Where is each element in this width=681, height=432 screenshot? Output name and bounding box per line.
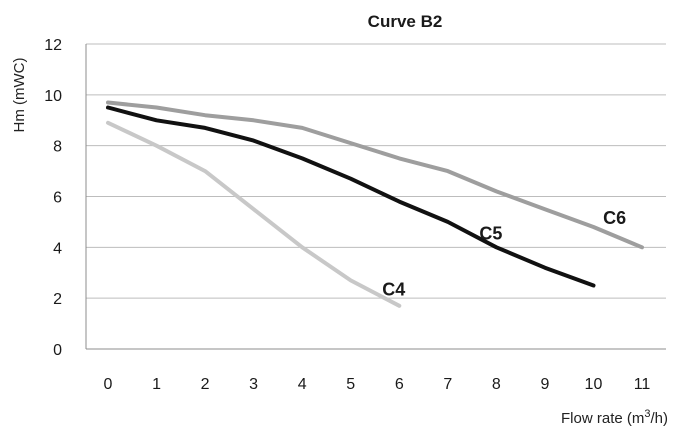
x-tick-label: 8 [492, 376, 501, 393]
x-axis-label-main: Flow rate (m [561, 410, 644, 427]
x-tick-label: 10 [585, 376, 603, 393]
y-tick-label: 2 [53, 291, 62, 308]
x-tick-label: 9 [540, 376, 549, 393]
y-tick-label: 12 [44, 37, 62, 54]
series-line-c6 [106, 100, 644, 250]
chart-title: Curve B2 [368, 12, 443, 31]
series-label-c4: C4 [382, 279, 405, 299]
x-tick-label: 4 [298, 376, 307, 393]
x-tick-label: 0 [104, 376, 113, 393]
x-tick-label: 11 [634, 376, 651, 393]
y-axis-label: Hm (mWC) [11, 58, 28, 133]
y-tick-label: 4 [53, 240, 62, 257]
y-tick-labels: 0 2 4 6 8 10 12 [44, 37, 62, 359]
series-lines [106, 100, 644, 308]
y-tick-label: 10 [44, 88, 62, 105]
x-axis-label-superscript: 3 [644, 408, 650, 420]
x-tick-label: 7 [443, 376, 452, 393]
y-tick-label: 8 [53, 139, 62, 156]
gridlines [86, 43, 666, 299]
x-tick-label: 3 [249, 376, 258, 393]
y-tick-label: 0 [53, 342, 62, 359]
series-line-c5 [106, 105, 596, 288]
x-tick-labels: 0 1 2 3 4 5 6 7 8 9 10 11 [104, 376, 651, 393]
x-tick-label: 6 [395, 376, 404, 393]
axes [85, 44, 666, 350]
series-label-c5: C5 [479, 223, 502, 243]
x-tick-label: 1 [152, 376, 161, 393]
y-tick-label: 6 [53, 190, 62, 207]
x-tick-label: 2 [201, 376, 210, 393]
x-tick-label: 5 [346, 376, 355, 393]
x-axis-label-end: /h) [650, 410, 668, 427]
series-line-c4 [106, 120, 402, 308]
x-axis-label: Flow rate (m3/h) [561, 408, 668, 427]
series-labels: C4 C5 C6 [382, 208, 626, 299]
series-label-c6: C6 [603, 208, 626, 228]
